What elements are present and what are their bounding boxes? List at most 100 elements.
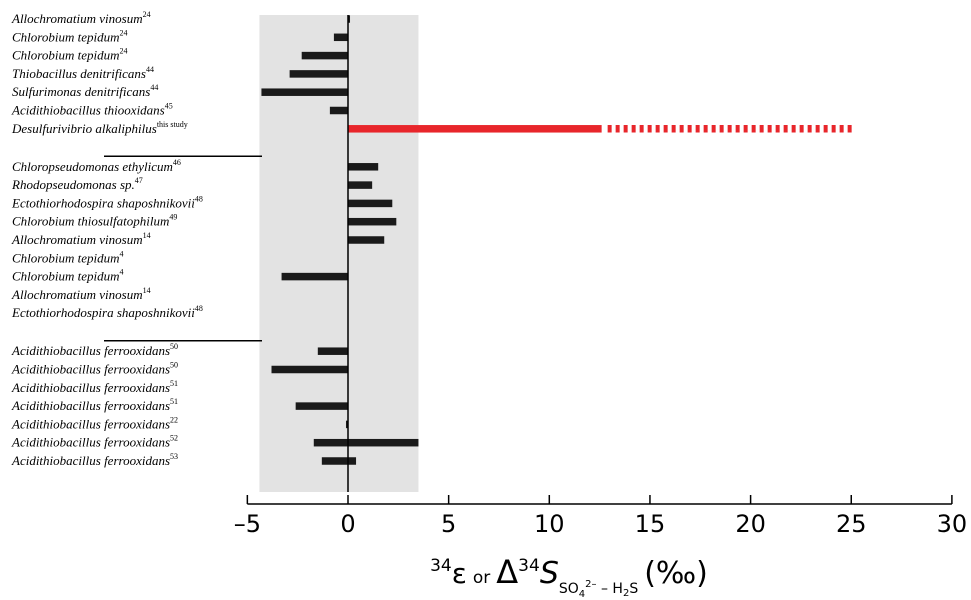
organism-label: Allochromatium vinosum14 xyxy=(11,231,151,247)
organism-name: Chlorobium tepidum xyxy=(12,250,120,265)
reference-superscript: 51 xyxy=(170,397,178,406)
group-separators xyxy=(104,155,262,342)
organism-name: Acidithiobacillus ferrooxidans xyxy=(11,380,170,395)
organism-name: Acidithiobacillus ferrooxidans xyxy=(11,416,170,431)
x-label-unit: (‰) xyxy=(644,556,708,591)
organism-name: Chlorobium tepidum xyxy=(12,48,120,63)
organism-label: Acidithiobacillus ferrooxidans51 xyxy=(11,379,178,395)
reference-superscript: 14 xyxy=(143,286,151,295)
organism-name: Ectothiorhodospira shaposhnikovii xyxy=(11,195,195,210)
data-bar xyxy=(289,70,348,78)
data-bar xyxy=(329,106,348,115)
organism-label: Chlorobium tepidum4 xyxy=(12,249,124,265)
organism-label: Allochromatium vinosum14 xyxy=(11,286,151,302)
organism-label: Acidithiobacillus ferrooxidans51 xyxy=(11,397,178,413)
data-bar xyxy=(321,457,357,465)
reference-superscript: 50 xyxy=(170,361,178,370)
x-label-sub-H: – H xyxy=(597,581,623,597)
organism-name: Acidithiobacillus ferrooxidans xyxy=(11,398,170,413)
organism-label: Chlorobium tepidum24 xyxy=(12,47,128,63)
data-bar xyxy=(348,236,385,244)
reference-superscript: 22 xyxy=(170,415,178,424)
reference-superscript: 48 xyxy=(195,304,203,313)
reference-superscript: 52 xyxy=(170,434,178,443)
x-tick-label: –5 xyxy=(234,510,261,538)
organism-label: Sulfurimonas denitrificans44 xyxy=(12,83,158,99)
organism-label: Ectothiorhodospira shaposhnikovii48 xyxy=(11,304,203,320)
data-bar xyxy=(348,125,602,133)
organism-name: Ectothiorhodospira shaposhnikovii xyxy=(11,305,195,320)
reference-superscript: 47 xyxy=(135,176,143,185)
reference-superscript: 50 xyxy=(170,342,178,351)
organism-label: Acidithiobacillus ferrooxidans52 xyxy=(11,434,178,450)
x-label-sup-1: 34 xyxy=(430,556,452,576)
organism-name: Chlorobium thiosulfatophilum xyxy=(12,214,169,229)
reference-superscript: 48 xyxy=(195,194,203,203)
x-label-sub-2: 2 xyxy=(623,588,629,599)
organism-label: Acidithiobacillus ferrooxidans22 xyxy=(11,415,178,431)
organism-name: Allochromatium vinosum xyxy=(11,232,143,247)
organism-label: Acidithiobacillus ferrooxidans53 xyxy=(11,452,178,468)
x-axis-label: 34ε or Δ34SSO42– – H2S (‰) xyxy=(430,553,708,600)
x-label-or: or xyxy=(473,568,490,588)
reference-superscript: 24 xyxy=(120,47,128,56)
organism-label: Acidithiobacillus ferrooxidans50 xyxy=(11,361,178,377)
organism-name: Acidithiobacillus ferrooxidans xyxy=(11,435,170,450)
reference-superscript: 46 xyxy=(173,158,181,167)
organism-name: Chlorobium tepidum xyxy=(12,269,120,284)
data-bar xyxy=(345,420,348,429)
reference-superscript: 44 xyxy=(146,65,154,74)
shaded-range xyxy=(259,15,419,492)
data-bar xyxy=(348,15,351,23)
data-bar xyxy=(301,51,348,60)
x-tick-label: 5 xyxy=(441,510,456,538)
organism-name: Allochromatium vinosum xyxy=(11,11,143,26)
reference-superscript: 24 xyxy=(120,28,128,37)
organism-name: Allochromatium vinosum xyxy=(11,287,143,302)
reference-superscript: this study xyxy=(157,120,188,129)
x-tick-label: 15 xyxy=(635,510,666,538)
x-label-delta: Δ xyxy=(496,553,518,591)
data-bar xyxy=(295,402,348,410)
organism-name: Chlorobium tepidum xyxy=(12,29,120,44)
x-label-S: S xyxy=(540,556,559,591)
data-bar xyxy=(281,272,348,281)
reference-superscript: 45 xyxy=(165,102,173,111)
x-label-sub-charge: 2– xyxy=(585,579,596,590)
organism-label: Chlorobium tepidum4 xyxy=(12,268,124,284)
x-tick-label: 0 xyxy=(340,510,355,538)
x-label-epsilon: ε xyxy=(452,557,467,590)
organism-label: Acidithiobacillus ferrooxidans50 xyxy=(11,342,178,358)
organism-label: Acidithiobacillus thiooxidans45 xyxy=(11,102,173,118)
data-bar xyxy=(348,199,393,208)
x-tick-label: 30 xyxy=(937,510,968,538)
x-label-sup-2: 34 xyxy=(518,556,540,576)
data-bar xyxy=(317,347,348,355)
data-bar xyxy=(271,365,348,374)
data-bar xyxy=(313,438,419,447)
data-bar xyxy=(333,33,348,42)
x-label-sub-SO: SO xyxy=(559,581,579,597)
organism-name: Acidithiobacillus ferrooxidans xyxy=(11,453,170,468)
reference-superscript: 24 xyxy=(143,10,151,19)
reference-superscript: 51 xyxy=(170,379,178,388)
x-tick-label: 25 xyxy=(836,510,867,538)
organism-name: Acidithiobacillus thiooxidans xyxy=(11,103,165,118)
data-bar xyxy=(348,181,373,189)
reference-superscript: 4 xyxy=(120,268,124,277)
organism-label: Thiobacillus denitrificans44 xyxy=(12,65,154,81)
x-label-sub-S: S xyxy=(629,581,638,597)
organism-label: Allochromatium vinosum24 xyxy=(11,10,151,26)
data-bar xyxy=(348,163,379,171)
organism-label: Ectothiorhodospira shaposhnikovii48 xyxy=(11,194,203,210)
organism-label: Rhodopseudomonas sp.47 xyxy=(11,176,143,192)
data-bar xyxy=(261,88,348,96)
organism-label: Chlorobium thiosulfatophilum49 xyxy=(12,213,177,229)
organism-label: Desulfurivibrio alkaliphilusthis study xyxy=(11,120,188,136)
x-tick-label: 20 xyxy=(735,510,766,538)
organism-name: Rhodopseudomonas sp. xyxy=(11,177,135,192)
reference-superscript: 14 xyxy=(143,231,151,240)
organism-name: Sulfurimonas denitrificans xyxy=(12,84,150,99)
